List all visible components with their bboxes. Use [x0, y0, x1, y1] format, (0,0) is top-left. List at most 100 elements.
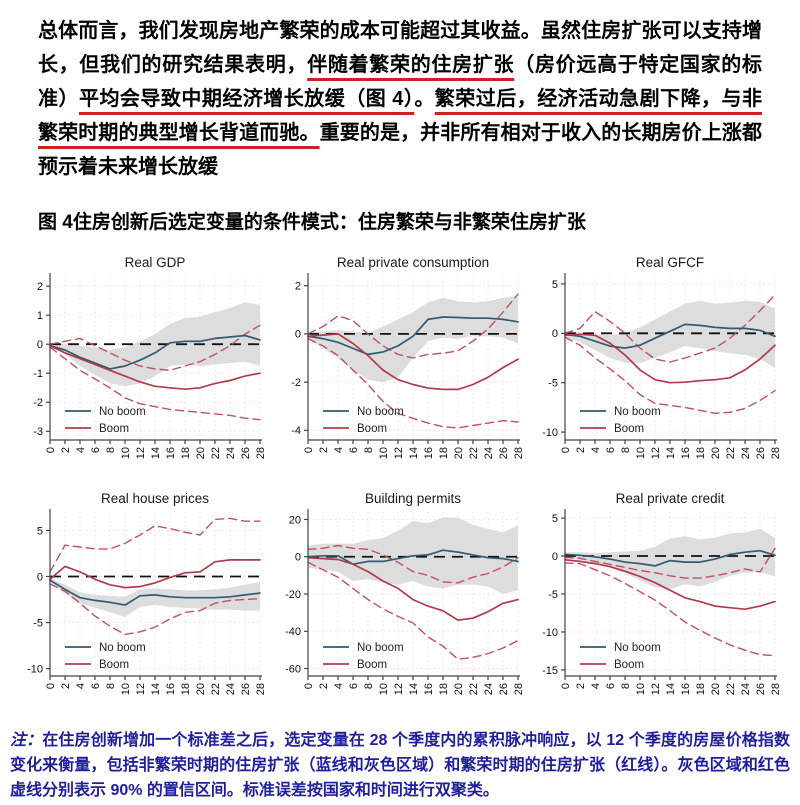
- legend-label-boom: Boom: [99, 423, 129, 435]
- y-tick-label: -40: [285, 626, 301, 638]
- y-tick-label: 2: [37, 281, 43, 293]
- legend: No boom Boom: [322, 642, 403, 671]
- series-boom-90-ci-lower-line: [49, 346, 261, 421]
- series-boom-90-ci-upper-line: [306, 544, 519, 584]
- series-boom-line: [306, 333, 519, 391]
- chart-title: Real house prices: [101, 491, 209, 506]
- axes: [561, 273, 777, 444]
- y-tick-label: 5: [552, 513, 558, 525]
- axes: [303, 509, 520, 680]
- y-tick-label: -10: [542, 427, 558, 439]
- legend: No boom Boom: [65, 406, 146, 435]
- x-tick-label: 16: [165, 683, 177, 695]
- series-no-boom-line: [564, 323, 776, 349]
- series-boom-90-ci-upper-line: [306, 293, 519, 359]
- series-boom-90-ci-lower-line: [306, 561, 519, 660]
- x-tick-label: 22: [468, 683, 480, 695]
- y-tick-label: -3: [33, 426, 43, 438]
- x-tick-label: 0: [45, 447, 57, 453]
- y-tick-label: 5: [552, 279, 558, 291]
- x-tick-label: 26: [498, 447, 510, 459]
- x-tick-label: 28: [255, 683, 267, 695]
- series-no-boom-line: [306, 549, 519, 566]
- x-tick-label: 28: [513, 447, 525, 459]
- x-tick-label: 14: [150, 447, 162, 459]
- x-tick-label: 24: [740, 447, 752, 459]
- x-tick-label: 12: [650, 683, 662, 695]
- chart-canvas: 200-20-40-600 2 4 6 8 10 12 14 16 18 20 22 24 26 28Bui…: [285, 491, 525, 695]
- x-tick-label: 8: [620, 683, 632, 689]
- legend: No boom Boom: [322, 406, 403, 435]
- x-tick-label: 18: [438, 447, 450, 459]
- figure-caption: 图 4住房创新后选定变量的条件模式：住房繁荣与非繁荣住房扩张: [38, 210, 762, 236]
- intro-paragraph: 总体而言，我们发现房地产繁荣的成本可能超过其收益。虽然住房扩张可以支持增长，但我…: [38, 14, 762, 184]
- x-tick-label: 6: [605, 683, 617, 689]
- series-boom-90-ci-upper-line: [564, 547, 776, 579]
- x-tick-label: 16: [423, 447, 435, 459]
- chart-panel-real-gfcf: 5 0 -5 -10 0 2 4 6 8 10 12 14 16 18 20 22 24 26 28 Real GFC…: [531, 254, 784, 478]
- gridlines: [564, 276, 776, 440]
- chart-title: Real GFCF: [636, 255, 704, 270]
- x-tick-label: 4: [590, 683, 602, 689]
- axes: [46, 273, 262, 444]
- x-tick-label: 28: [770, 683, 782, 695]
- y-tick-label: -2: [291, 377, 301, 389]
- x-tick-label: 26: [240, 447, 252, 459]
- x-tick-label: 2: [318, 447, 330, 453]
- figure-note: 注：在住房创新增加一个标准差之后，选定变量在 28 个季度内的累积脉冲响应，以 …: [10, 728, 790, 803]
- series-boom-90-ci-lower-line: [564, 562, 776, 657]
- series-boom-90-ci-lower-line: [49, 583, 261, 636]
- x-tick-label: 10: [635, 447, 647, 459]
- legend-label-boom: Boom: [614, 659, 644, 671]
- underlined-text-segment: 繁荣过后，经济活动急剧下降，与非繁荣时期的典型增长背道而驰。: [38, 88, 763, 144]
- y-tick-label: 20: [288, 514, 300, 526]
- series-boom-line: [49, 344, 261, 391]
- y-tick-label: 0: [294, 329, 300, 341]
- legend: No boom Boom: [65, 642, 146, 671]
- x-tick-label: 10: [120, 683, 132, 695]
- chart-panel-real-private-consumption: 2 0 -2 -4 0 2 4 6 8 10 12 14 16 18 20 22 24 26 28 Real priv…: [274, 254, 527, 478]
- chart-title: Building permits: [364, 491, 460, 506]
- x-tick-label: 14: [408, 683, 420, 695]
- x-tick-label: 2: [575, 447, 587, 453]
- legend: No boom Boom: [580, 642, 661, 671]
- x-tick-label: 6: [90, 447, 102, 453]
- x-tick-label: 14: [150, 683, 162, 695]
- x-tick-label: 18: [180, 683, 192, 695]
- figure-caption-prefix: 图 4: [38, 212, 73, 233]
- x-tick-label: 8: [363, 683, 375, 689]
- x-tick-label: 24: [483, 447, 495, 459]
- x-tick-label: 8: [363, 447, 375, 453]
- x-tick-label: 16: [165, 447, 177, 459]
- underlined-text-segment: 伴随着繁荣的住房扩张: [307, 54, 515, 76]
- x-tick-label: 18: [180, 447, 192, 459]
- x-tick-label: 4: [333, 683, 345, 689]
- y-tick-label: -5: [33, 617, 43, 629]
- x-tick-label: 24: [483, 683, 495, 695]
- chart-title: Real GDP: [125, 255, 186, 270]
- x-tick-label: 8: [105, 447, 117, 453]
- x-tick-label: 0: [303, 683, 315, 689]
- chart-panel-real-gdp: 2 1 0 -1 -2 -3 0 2 4 6 8 10 12 14 16 18 20 22 24 26 28 Real G…: [16, 254, 269, 478]
- figure-note-prefix: 注：: [10, 732, 43, 749]
- x-tick-label: 22: [210, 447, 222, 459]
- series-boom-line: [49, 559, 261, 589]
- x-tick-label: 20: [453, 683, 465, 695]
- legend-label-boom: Boom: [357, 423, 387, 435]
- chart-canvas: 50-5-10-150 2 4 6 8 10 12 14 16 18 20 22 24 26 28Real …: [542, 491, 782, 695]
- x-tick-label: 20: [710, 683, 722, 695]
- x-tick-label: 16: [680, 447, 692, 459]
- x-tick-label: 0: [303, 447, 315, 453]
- no-boom-confidence-band: [50, 578, 260, 617]
- y-tick-label: -15: [542, 665, 558, 677]
- x-tick-label: 14: [665, 683, 677, 695]
- x-tick-label: 18: [695, 683, 707, 695]
- x-tick-label: 28: [770, 447, 782, 459]
- y-tick-label: -1: [33, 368, 43, 380]
- x-tick-label: 24: [225, 683, 237, 695]
- x-tick-label: 18: [695, 447, 707, 459]
- series-boom-90-ci-lower-line: [306, 337, 519, 429]
- legend-label-no-boom: No boom: [99, 406, 146, 418]
- x-tick-label: 10: [635, 683, 647, 695]
